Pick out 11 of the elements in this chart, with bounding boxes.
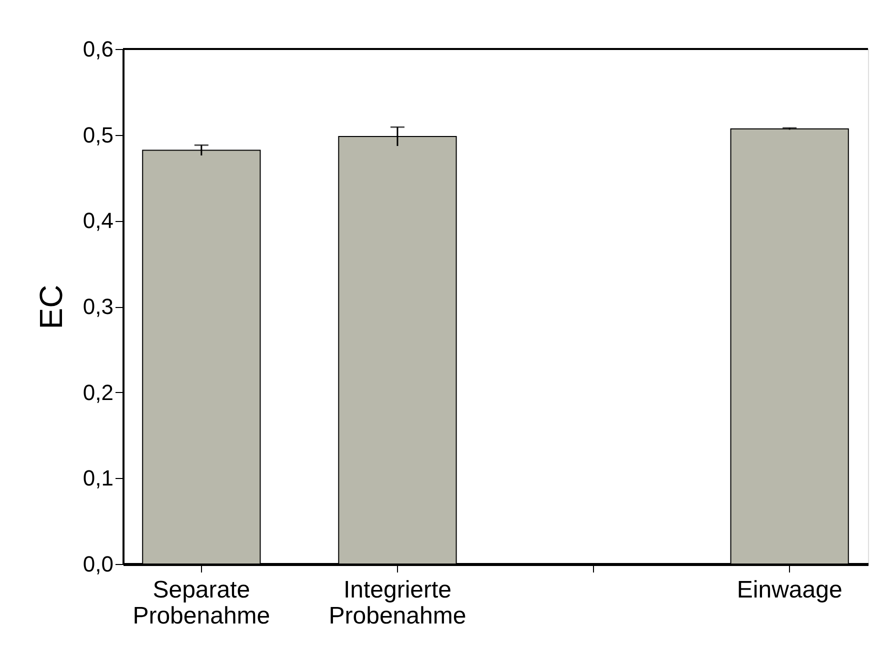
x-tick-label: Separate Probenahme xyxy=(132,576,270,630)
y-tick-label: 0,0 xyxy=(82,552,114,576)
x-tick-label: Einwaage xyxy=(736,576,842,604)
y-tick-label: 0,2 xyxy=(82,380,114,405)
y-axis-title: EC xyxy=(32,284,69,330)
y-tick-label: 0,1 xyxy=(82,466,114,491)
y-tick-label: 0,5 xyxy=(82,122,114,148)
x-tick-label: Integrierte Probenahme xyxy=(328,576,466,630)
y-tick-label: 0,4 xyxy=(82,208,114,234)
y-tick-label: 0,6 xyxy=(82,36,114,62)
y-tick-label: 0,3 xyxy=(82,294,114,319)
